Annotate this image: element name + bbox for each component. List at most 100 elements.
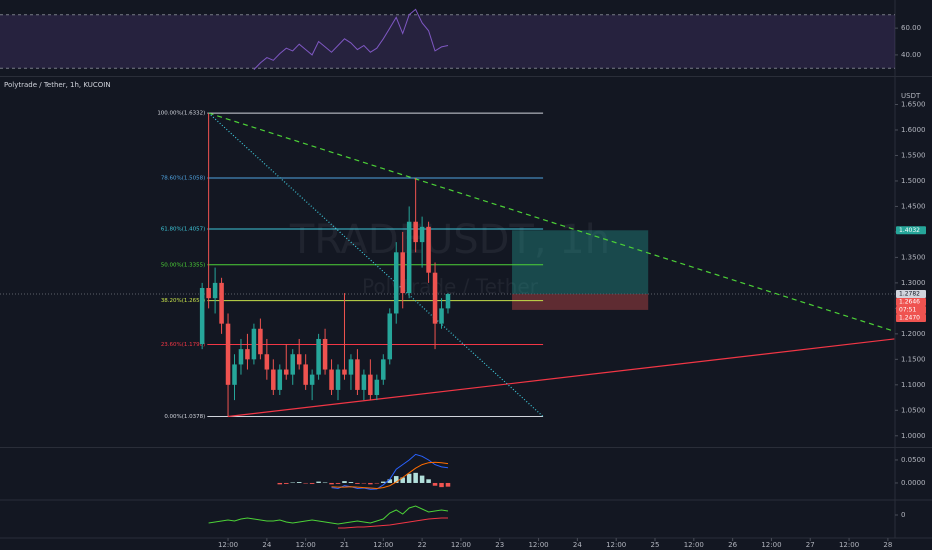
macd-histogram-bar [348, 482, 354, 483]
x-tick-label: 22 [418, 541, 427, 549]
macd-histogram-bar [361, 482, 367, 484]
y-tick-label: 1.1500 [901, 355, 926, 363]
macd-histogram-bar [309, 482, 315, 484]
candle-body [432, 272, 438, 324]
macd-histogram-bar [316, 481, 321, 483]
macd-histogram-bar [355, 482, 360, 484]
macd-histogram-bar [335, 482, 341, 484]
candle-body [355, 359, 360, 390]
x-tick-label: 24 [262, 541, 271, 549]
y-tick-label: 1.2000 [901, 330, 926, 338]
indicator-line [208, 505, 449, 525]
x-tick-label: 12:00 [528, 541, 548, 549]
y-tick-label: 0.0000 [901, 479, 926, 487]
candle-body [361, 374, 367, 390]
candle-body [277, 369, 283, 390]
macd-histogram-bar [387, 479, 393, 483]
candle-body [426, 226, 431, 273]
x-tick-label: 28 [883, 541, 892, 549]
x-tick-label: 12:00 [684, 541, 704, 549]
candle-body [303, 364, 308, 385]
trendline [208, 112, 895, 332]
fib-label: 23.60%(1.1790) [161, 342, 206, 348]
candle-body [322, 338, 328, 370]
price-tag [896, 305, 926, 314]
candle-body [368, 374, 373, 396]
macd-histogram-bar [368, 482, 373, 485]
y-tick-label: 1.3000 [901, 279, 926, 287]
fib-label: 50.00%(1.3355) [161, 262, 206, 268]
y-tick-label: 40.00 [901, 51, 921, 59]
macd-histogram-bar [342, 481, 347, 483]
x-tick-label: 24 [573, 541, 582, 549]
x-tick-label: 12:00 [296, 541, 316, 549]
x-tick-label: 12:00 [218, 541, 238, 549]
macd-histogram-bar [296, 482, 302, 483]
y-tick-label: 1.5000 [901, 177, 926, 185]
y-tick-label: 1.1000 [901, 381, 926, 389]
y-tick-label: 0 [901, 511, 905, 519]
candle-body [413, 221, 418, 243]
candle-body [348, 359, 354, 375]
macd-histogram-bar [439, 482, 444, 488]
x-tick-label: 26 [728, 541, 737, 549]
macd-histogram-bar [393, 476, 399, 483]
x-tick-label: 27 [806, 541, 815, 549]
candle-body [400, 252, 405, 294]
macd-histogram-bar [374, 482, 380, 484]
candle-body [387, 313, 393, 360]
candle-body [238, 349, 244, 365]
x-tick-label: 12:00 [451, 541, 471, 549]
candle-body [245, 349, 250, 360]
fib-label: 0.00%(1.0378) [164, 414, 205, 420]
price-tag-label: 1.4032 [899, 227, 920, 234]
price-tag-label: 1.2470 [899, 314, 920, 321]
fib-label: 61.80%(1.4057) [161, 227, 206, 233]
y-unit: USDT [901, 92, 921, 100]
candle-body [290, 354, 295, 375]
candle-body [225, 323, 231, 385]
macd-histogram-bar [283, 482, 289, 484]
candle-body [381, 359, 386, 380]
candle-body [219, 282, 224, 324]
macd-histogram-bar [426, 479, 431, 483]
fib-label: 38.20%(1.2652) [161, 298, 206, 304]
candle-body [439, 308, 444, 324]
trendline [208, 112, 544, 417]
candle-body [251, 328, 257, 360]
y-tick-label: 1.5500 [901, 151, 926, 159]
y-tick-label: 1.0000 [901, 432, 926, 440]
indicator-line [338, 517, 448, 529]
macd-histogram-bar [322, 482, 328, 484]
x-tick-label: 25 [651, 541, 660, 549]
macd-histogram-bar [432, 482, 438, 486]
macd-histogram-bar [329, 482, 334, 485]
candle-body [271, 369, 276, 390]
macd-histogram-bar [419, 475, 425, 483]
candle-body [335, 369, 341, 390]
macd-histogram-bar [400, 477, 405, 483]
x-tick-label: 12:00 [839, 541, 859, 549]
y-tick-label: 1.0500 [901, 406, 926, 414]
candle-body [264, 354, 270, 370]
price-tag [896, 297, 926, 306]
x-tick-label: 12:00 [606, 541, 626, 549]
fib-label: 78.60%(1.5058) [161, 175, 206, 181]
candle-body [419, 226, 425, 243]
price-tag [896, 313, 926, 322]
macd-histogram-bar [290, 482, 295, 484]
y-tick-label: 1.4500 [901, 202, 926, 210]
macd-histogram-bar [406, 473, 412, 483]
candle-body [258, 328, 263, 355]
candle-body [406, 221, 412, 294]
price-tag [896, 226, 926, 235]
y-tick-label: 0.0500 [901, 456, 926, 464]
candle-body [212, 282, 218, 299]
position-loss [512, 293, 649, 310]
y-tick-label: 60.00 [901, 24, 921, 32]
candle-body [329, 369, 334, 390]
candle-body [283, 369, 289, 375]
y-tick-label: 1.3500 [901, 253, 926, 261]
